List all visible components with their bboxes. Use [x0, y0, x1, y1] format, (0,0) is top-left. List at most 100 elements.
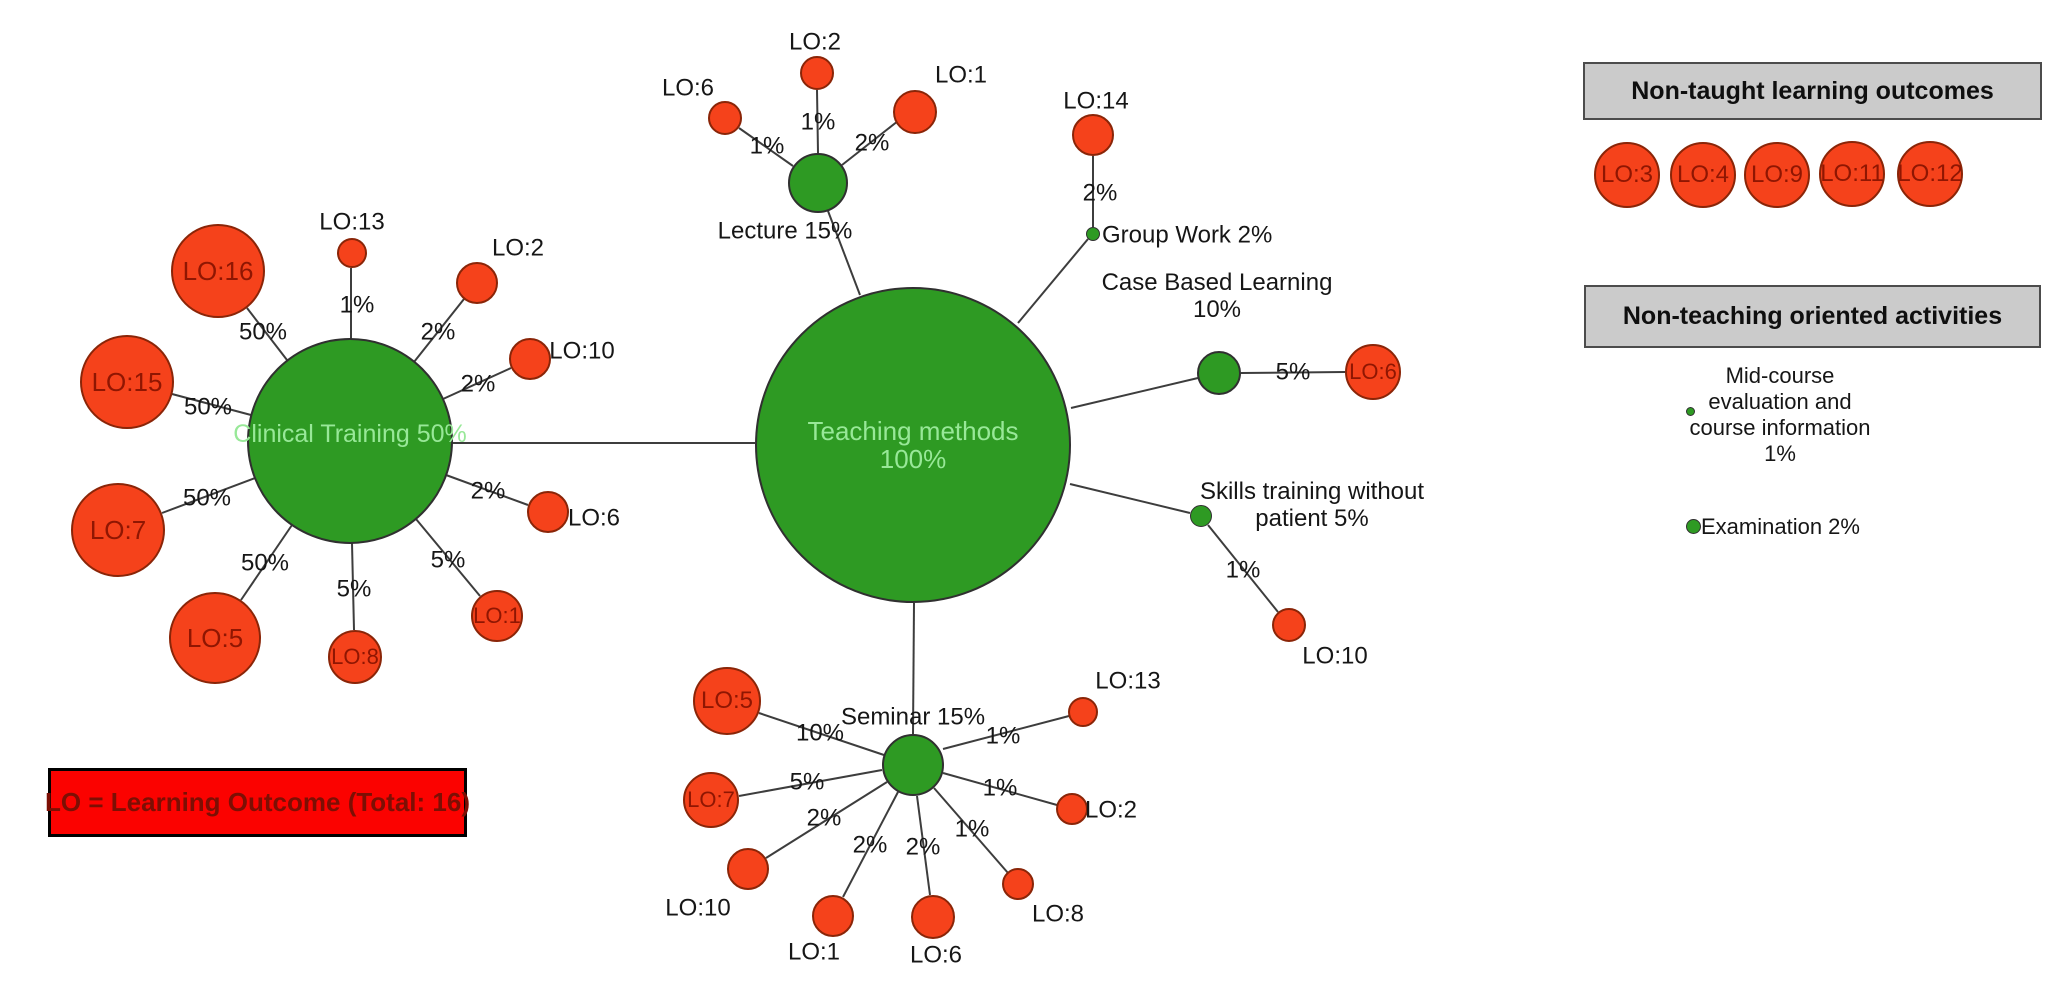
lo-label: LO:9	[1750, 161, 1804, 188]
clinical-lo10-label: LO:10	[549, 337, 615, 365]
edge-label-lecture-lo2: 1%	[800, 108, 836, 136]
node-teaching-methods: Teaching methods 100%	[755, 287, 1071, 603]
edge-label-clinical-lo10: 2%	[460, 370, 496, 398]
edge-label-seminar-lo5: 10%	[795, 719, 845, 747]
lecture-lo1-label: LO:1	[934, 61, 988, 89]
node-clinical-lo2	[456, 262, 498, 304]
skills-training-label-line1: Skills training without	[1199, 478, 1425, 505]
node-clinical-lo10	[509, 338, 551, 380]
lo-label: LO:6	[1349, 359, 1397, 384]
midcourse-label-line4: 1%	[1764, 441, 1796, 466]
lecture-label: Lecture 15%	[717, 217, 853, 245]
node-seminar-lo13	[1068, 697, 1098, 727]
node-clinical-lo13	[337, 238, 367, 268]
seminar-lo8-label: LO:8	[1031, 900, 1085, 928]
examination-dot	[1686, 519, 1701, 534]
node-clinical-training: Clinical Training 50%	[233, 338, 467, 544]
legend-node-lo9: LO:9	[1744, 142, 1810, 208]
legend-activities-title: Non-teaching oriented activities	[1622, 302, 2003, 330]
lo-note-box: LO = Learning Outcome (Total: 16)	[45, 768, 470, 837]
legend-node-lo12: LO:12	[1897, 141, 1963, 207]
edge-label-seminar-lo2: 1%	[982, 774, 1018, 802]
node-clinical-lo15: LO:15	[80, 335, 174, 429]
clinical-lo6-label: LO:6	[567, 504, 621, 532]
node-seminar-lo1	[812, 895, 854, 937]
edge-label-seminar-lo13: 1%	[985, 722, 1021, 750]
node-skills-training	[1190, 505, 1212, 527]
groupwork-lo14-label: LO:14	[1063, 87, 1129, 115]
node-seminar-lo2	[1056, 793, 1088, 825]
seminar-lo2-label: LO:2	[1084, 796, 1138, 824]
edge-label-clinical-lo7: 50%	[182, 484, 232, 512]
midcourse-label-line3: course information	[1689, 415, 1871, 440]
node-groupwork-lo14	[1072, 114, 1114, 156]
case-based-learning-label-line1: Case Based Learning	[1101, 269, 1333, 296]
lo-label: LO:7	[89, 514, 147, 545]
edge-label-seminar-lo1: 2%	[852, 831, 888, 859]
node-clinical-lo8: LO:8	[328, 630, 382, 684]
node-seminar-lo10	[727, 848, 769, 890]
seminar-lo6-label: LO:6	[909, 941, 963, 969]
teaching-methods-label-line1: Teaching methods	[807, 416, 1019, 446]
node-group-work	[1086, 227, 1100, 241]
legend-node-lo11: LO:11	[1819, 141, 1885, 207]
edge-label-seminar-lo7: 5%	[789, 768, 825, 796]
node-case-based-learning	[1197, 351, 1241, 395]
node-clinical-lo7: LO:7	[71, 483, 165, 577]
skills-training-label: Skills training without patient 5%	[1200, 478, 1424, 532]
edge-label-cbl-lo6: 5%	[1275, 358, 1311, 386]
midcourse-label: Mid-course evaluation and course informa…	[1690, 363, 1871, 467]
edge-label-seminar-lo8: 1%	[954, 815, 990, 843]
midcourse-label-line2: evaluation and	[1708, 389, 1852, 414]
examination-label: Examination 2%	[1701, 514, 1860, 539]
midcourse-dot	[1686, 407, 1695, 416]
node-lecture-lo1	[893, 90, 937, 134]
lo-label: LO:8	[331, 644, 379, 669]
node-lecture-lo2	[800, 56, 834, 90]
lo-label: LO:5	[700, 687, 754, 714]
edge-label-lecture-lo6: 1%	[749, 132, 785, 160]
node-seminar-lo5: LO:5	[693, 667, 761, 735]
legend-node-lo3: LO:3	[1594, 142, 1660, 208]
edge-label-clinical-lo5: 50%	[240, 549, 290, 577]
legend-node-lo4: LO:4	[1670, 142, 1736, 208]
edge-label-seminar-lo10: 2%	[806, 804, 842, 832]
case-based-learning-label-line2: 10%	[1192, 296, 1242, 323]
lo-label: LO:12	[1897, 160, 1963, 187]
teaching-methods-label: Teaching methods 100%	[807, 417, 1018, 473]
legend-activities-box: Non-teaching oriented activities	[1584, 285, 2041, 348]
edge-label-lecture-lo1: 2%	[854, 129, 890, 157]
clinical-training-label: Clinical Training 50%	[233, 420, 467, 448]
node-lecture	[788, 153, 848, 213]
seminar-label: Seminar 15%	[840, 703, 986, 731]
edge-label-clinical-lo13: 1%	[339, 291, 375, 319]
edge-label-clinical-lo16: 50%	[238, 318, 288, 346]
node-clinical-lo6	[527, 491, 569, 533]
node-clinical-lo16: LO:16	[171, 224, 265, 318]
node-seminar-lo6	[911, 895, 955, 939]
lo-label: LO:4	[1676, 161, 1730, 188]
node-clinical-lo1: LO:1	[471, 590, 523, 642]
lo-label: LO:7	[687, 787, 735, 812]
edge-label-clinical-lo15: 50%	[183, 393, 233, 421]
node-skills-lo10	[1272, 608, 1306, 642]
seminar-lo1-label: LO:1	[787, 938, 841, 966]
node-cbl-lo6: LO:6	[1345, 344, 1401, 400]
lo-label: LO:1	[473, 603, 521, 628]
edge-label-skills-lo10: 1%	[1225, 556, 1261, 584]
edge-label-clinical-lo6: 2%	[470, 477, 506, 505]
legend-non-taught-box: Non-taught learning outcomes	[1583, 62, 2042, 120]
lo-note-text: LO = Learning Outcome (Total: 16)	[45, 787, 470, 817]
lo-label: LO:5	[186, 622, 244, 653]
edge-label-clinical-lo1: 5%	[430, 546, 466, 574]
teaching-methods-label-line2: 100%	[879, 444, 947, 474]
legend-non-taught-title: Non-taught learning outcomes	[1631, 76, 1994, 105]
group-work-label: Group Work 2%	[1102, 221, 1273, 249]
case-based-learning-label: Case Based Learning 10%	[1102, 269, 1333, 323]
node-seminar-lo7: LO:7	[683, 772, 739, 828]
skills-lo10-label: LO:10	[1302, 642, 1368, 670]
node-lecture-lo6	[708, 101, 742, 135]
node-seminar-lo8	[1002, 868, 1034, 900]
